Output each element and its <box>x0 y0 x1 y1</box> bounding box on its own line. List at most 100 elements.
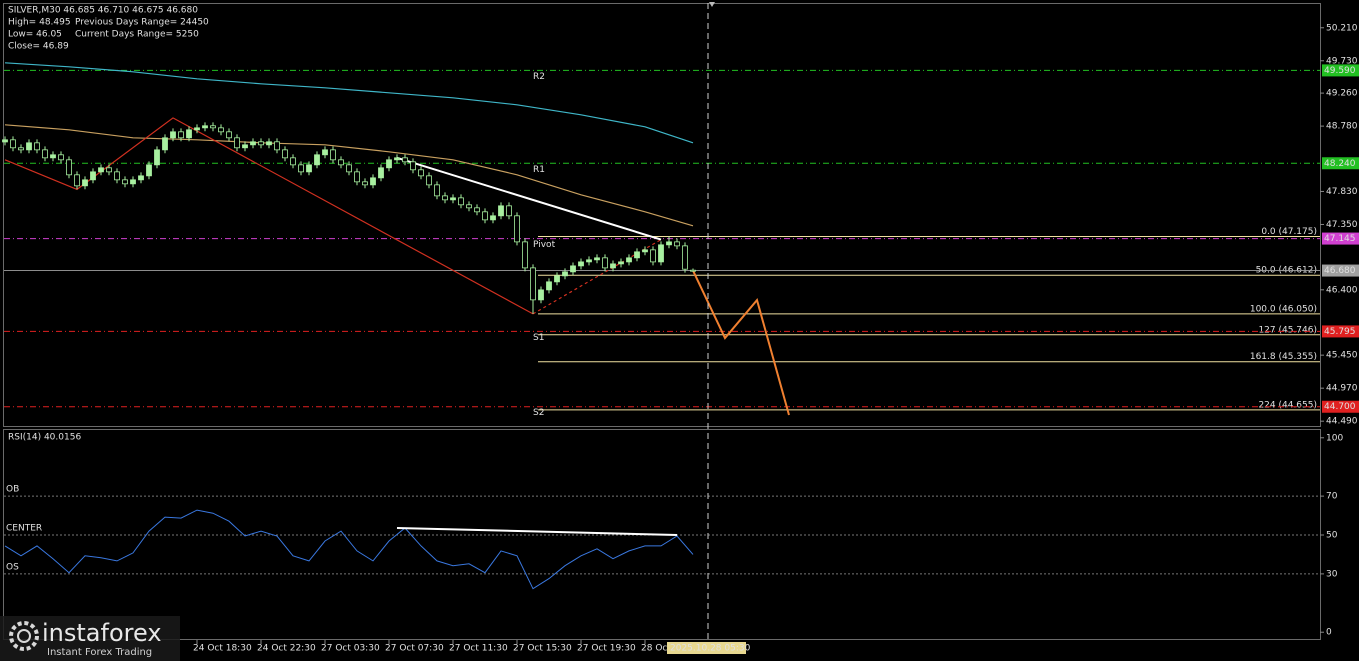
rsi-line <box>4 509 694 590</box>
candle-body <box>242 144 248 149</box>
x-tick-label: 27 Oct 03:30 <box>321 644 380 654</box>
level-price-box <box>1322 232 1359 245</box>
rsi-y-tick-label: 50 <box>1326 531 1338 541</box>
y-tick-label: 49.730 <box>1326 56 1358 66</box>
indicator-line <box>4 62 694 144</box>
y-tick-label: 50.210 <box>1326 23 1358 33</box>
candle-body <box>170 131 176 139</box>
candle-body <box>490 215 496 221</box>
candle-body <box>618 261 624 265</box>
candle-body <box>42 149 48 159</box>
candle-body <box>250 141 256 146</box>
candle-body <box>314 154 320 166</box>
candle-body <box>458 197 464 206</box>
candle-body <box>234 137 240 149</box>
last-price-box <box>1322 264 1359 277</box>
level-name: Pivot <box>533 240 556 250</box>
candle-body <box>266 141 272 146</box>
fib-label: 224 (44.655) <box>1258 400 1317 410</box>
y-tick-label: 45.450 <box>1326 351 1358 361</box>
y-tick-label: 47.830 <box>1326 187 1358 197</box>
candle-body <box>522 241 528 269</box>
candle-body <box>90 171 96 181</box>
indicator-line <box>396 156 662 241</box>
logo-gear-core <box>17 629 31 643</box>
candle-body <box>178 131 184 139</box>
last-price-label: 46.680 <box>1324 266 1356 276</box>
rsi-y-tick-label: 30 <box>1326 569 1338 579</box>
level-price-box <box>1322 64 1359 77</box>
fib-label: 127 (45.746) <box>1258 325 1317 335</box>
candle-body <box>650 249 656 263</box>
level-price-label: 48.240 <box>1324 159 1356 169</box>
candle-body <box>442 195 448 201</box>
candle-body <box>546 281 552 291</box>
x-tick-label: 24 Oct 22:30 <box>257 644 316 654</box>
level-price-box <box>1322 157 1359 170</box>
candle-body <box>394 157 400 161</box>
info-text: Low= 46.05 <box>8 30 62 40</box>
candle-body <box>418 169 424 177</box>
candle-body <box>2 139 8 143</box>
rsi-title: RSI(14) 40.0156 <box>8 433 81 443</box>
candle-body <box>322 149 328 156</box>
fib-label: 100.0 (46.050) <box>1250 304 1317 314</box>
rsi-level-label: CENTER <box>6 524 42 534</box>
candle-body <box>298 164 304 173</box>
candle-body <box>50 154 56 159</box>
candle-body <box>498 205 504 217</box>
indicator-line <box>4 117 534 315</box>
candle-body <box>586 259 592 263</box>
candle-body <box>82 179 88 187</box>
info-text: Previous Days Range= 24450 <box>75 18 209 28</box>
candle-body <box>610 263 616 269</box>
info-text: High= 48.495 <box>8 18 71 28</box>
x-tick-label: 27 Oct 11:30 <box>449 644 508 654</box>
candle-body <box>218 127 224 133</box>
level-name: S1 <box>533 333 544 343</box>
y-tick-label: 44.490 <box>1326 417 1358 427</box>
candle-body <box>74 174 80 187</box>
candle-body <box>210 125 216 129</box>
candle-body <box>10 139 16 149</box>
y-tick-label: 44.970 <box>1326 384 1358 394</box>
candle-body <box>578 261 584 267</box>
candle-body <box>682 245 688 270</box>
candle-body <box>258 141 264 146</box>
candle-body <box>626 257 632 263</box>
level-name: R1 <box>533 165 545 175</box>
candle-body <box>202 125 208 129</box>
level-price-box <box>1322 400 1359 413</box>
candle-body <box>674 241 680 247</box>
candle-body <box>106 167 112 173</box>
candle-body <box>354 171 360 183</box>
y-tick-label: 49.260 <box>1326 89 1358 99</box>
candle-body <box>538 289 544 301</box>
candle-body <box>434 184 440 197</box>
candle-body <box>426 175 432 186</box>
candle-body <box>306 164 312 173</box>
rsi-y-tick-label: 100 <box>1326 433 1343 443</box>
candle-body <box>410 161 416 171</box>
candle-body <box>562 271 568 277</box>
candle-body <box>378 167 384 179</box>
candle-body <box>226 131 232 139</box>
candle-body <box>450 197 456 201</box>
level-price-label: 45.795 <box>1324 327 1356 337</box>
level-price-label: 47.145 <box>1324 234 1356 244</box>
fib-label: 161.8 (45.355) <box>1250 352 1317 362</box>
y-tick-label: 46.400 <box>1326 285 1358 295</box>
x-tick-label: 27 Oct 15:30 <box>513 644 572 654</box>
candle-body <box>506 205 512 217</box>
candle-body <box>530 267 536 301</box>
cursor-label-box <box>667 642 746 654</box>
x-tick-label: 27 Oct 07:30 <box>385 644 444 654</box>
candle-body <box>34 142 40 151</box>
x-tick-label: 27 Oct 19:30 <box>577 644 636 654</box>
candle-body <box>690 269 696 272</box>
candle-body <box>114 171 120 181</box>
candle-body <box>186 129 192 139</box>
candle-body <box>26 142 32 151</box>
